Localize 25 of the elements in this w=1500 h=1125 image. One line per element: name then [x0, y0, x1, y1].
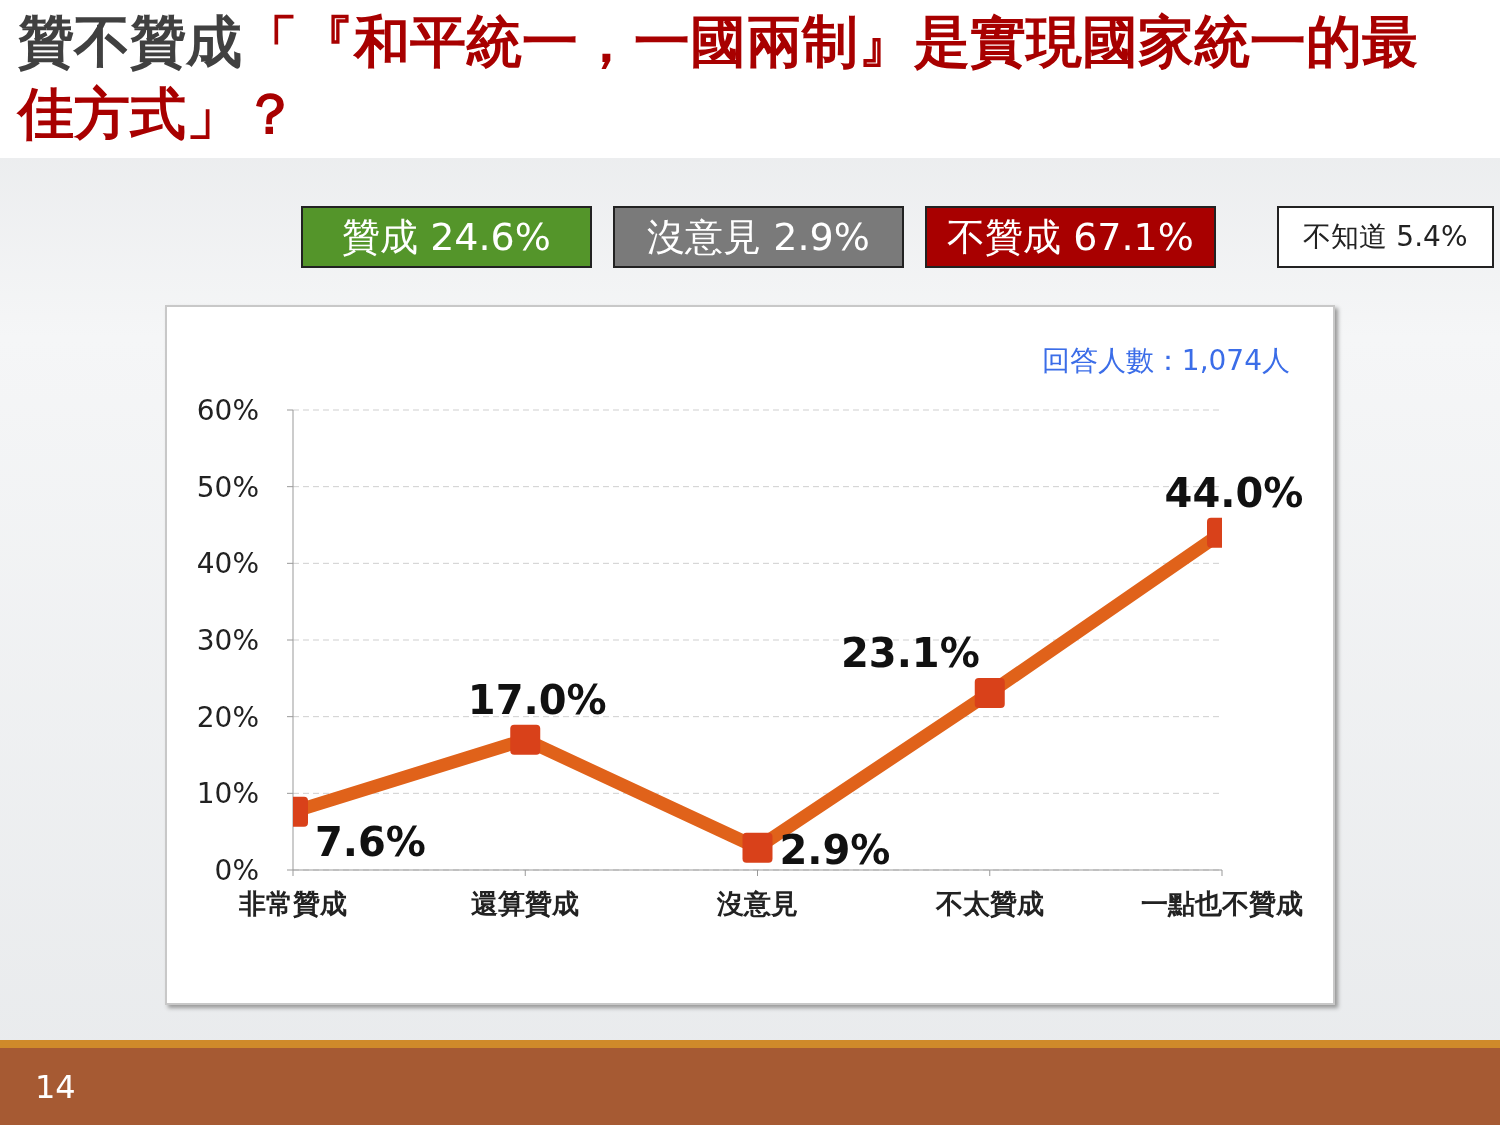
- x-tick-label: 沒意見: [716, 888, 798, 920]
- text: 不知道 5.4%: [1277, 206, 1494, 268]
- text: 44.0%: [1164, 469, 1304, 516]
- y-tick-label: 10%: [196, 777, 259, 811]
- y-tick-label: 60%: [196, 393, 259, 427]
- x-tick-label: 非常贊成: [238, 888, 347, 920]
- x-tick-label: 一點也不贊成: [1141, 888, 1303, 920]
- y-tick-label: 30%: [196, 623, 259, 657]
- text: 7.6%: [315, 818, 426, 865]
- text: 回答人數：1,074人: [1040, 343, 1290, 379]
- text: 2.9%: [779, 826, 891, 873]
- y-tick-label: 50%: [196, 470, 259, 504]
- y-tick-label: 20%: [196, 700, 259, 734]
- text: 贊成 24.6%: [301, 206, 592, 268]
- text: 14: [35, 1068, 76, 1106]
- text: 不贊成 67.1%: [925, 206, 1216, 268]
- point: [742, 832, 773, 863]
- chart-title: 贊不贊成「『和平統一，一國兩制』是實現國家統一的最佳方式」？: [18, 8, 1419, 148]
- text: 23.1%: [840, 629, 980, 676]
- x-tick-label: 還算贊成: [471, 888, 580, 920]
- y-tick-label: 0%: [214, 853, 259, 887]
- y-tick-label: 40%: [196, 547, 259, 581]
- x-tick-label: 不太贊成: [934, 888, 1044, 920]
- text: 沒意見 2.9%: [613, 206, 904, 268]
- text: 17.0%: [467, 676, 607, 723]
